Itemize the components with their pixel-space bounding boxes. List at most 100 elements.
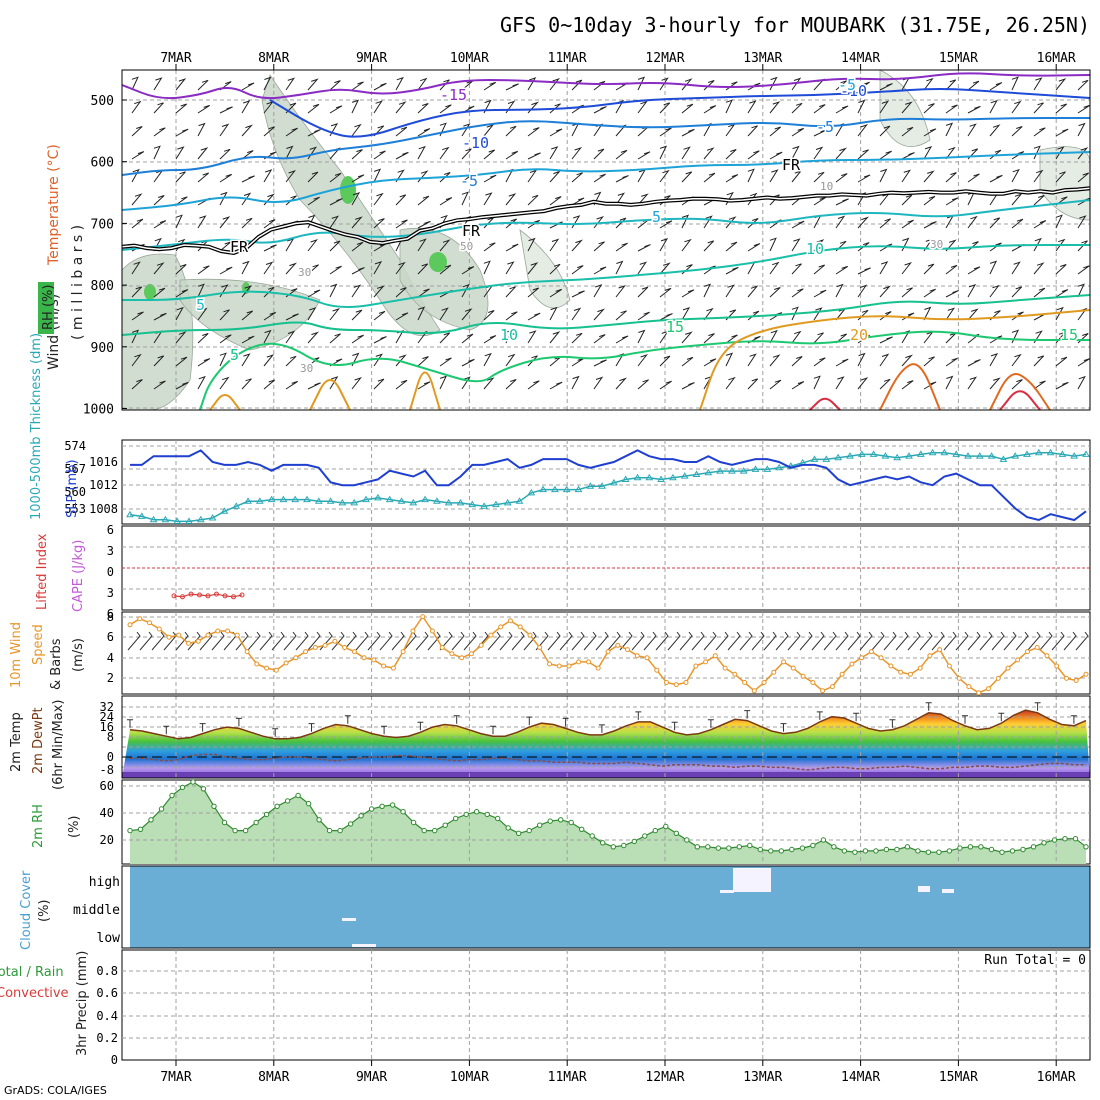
- contour-label: 30: [300, 362, 313, 375]
- date-label-top: 14MAR: [841, 51, 880, 66]
- wind-barb: [791, 77, 802, 91]
- thickness-marker: [468, 500, 477, 508]
- wind-speed-marker: [1005, 665, 1011, 671]
- wind-barb: [439, 375, 448, 390]
- wind-barb: [351, 284, 362, 298]
- rh-high-area: [429, 252, 447, 272]
- wind-barb: [901, 354, 914, 367]
- wind-barb: [703, 147, 715, 160]
- panel-cloud-cover: high middle low Cloud Cover (%): [19, 865, 1091, 950]
- wind-barb: [175, 264, 187, 275]
- wind-barb: [505, 329, 513, 344]
- cloud-clear-patch: [918, 886, 930, 892]
- y-tick-thickness: 560: [64, 485, 86, 499]
- wind-barb: [131, 193, 143, 206]
- rh-marker: [957, 845, 963, 851]
- y-label-2m-temp: 2m Temp: [9, 712, 24, 772]
- thickness-line: [129, 451, 1087, 523]
- wind-barb: [835, 376, 845, 390]
- wind-barb: [1011, 379, 1023, 390]
- wind-barb: [901, 169, 912, 183]
- wind-barb: [351, 99, 360, 114]
- wind-barb: [989, 377, 1001, 390]
- wind-barb: [373, 100, 383, 114]
- wind-barb-10m: [631, 631, 645, 651]
- wind-barb: [879, 150, 892, 160]
- wind-barb: [747, 100, 757, 114]
- wind-barb: [703, 240, 715, 252]
- wind-barb: [197, 307, 208, 321]
- wind-barb-10m: [139, 631, 153, 651]
- wind-barb: [593, 359, 607, 367]
- wind-barb: [571, 239, 584, 252]
- temperature-contour: [809, 397, 841, 411]
- wind-speed-marker: [400, 649, 406, 655]
- wind-barb: [307, 171, 319, 183]
- wind-barb: [659, 169, 670, 183]
- thickness-marker: [1011, 452, 1020, 459]
- wind-barb: [175, 146, 185, 160]
- y-tick-temp: 0: [107, 750, 114, 764]
- wind-barb: [307, 129, 321, 137]
- wind-barb-10m: [355, 631, 369, 651]
- wind-speed-marker: [420, 614, 426, 620]
- wind-barb: [725, 352, 734, 367]
- thickness-marker: [480, 502, 488, 509]
- rh-marker: [705, 844, 711, 850]
- wind-barb: [813, 104, 826, 114]
- minmax-bar: [707, 719, 714, 728]
- thickness-marker: [539, 485, 547, 493]
- wind-barb: [1077, 172, 1090, 183]
- wind-barb: [901, 287, 913, 298]
- rh-marker: [558, 817, 564, 823]
- wind-barb: [461, 123, 471, 137]
- thickness-marker: [409, 498, 418, 506]
- wind-barb: [769, 169, 779, 183]
- contour-label: 20: [850, 326, 868, 344]
- wind-barb: [175, 306, 184, 321]
- wind-barb: [329, 333, 341, 344]
- rh-high-area: [144, 284, 156, 300]
- rh-marker: [810, 842, 816, 849]
- rh-marker: [726, 845, 732, 851]
- wind-speed-marker: [1054, 663, 1060, 669]
- wind-barb: [1033, 77, 1043, 91]
- wind-barb: [527, 355, 538, 367]
- wind-barb: [527, 262, 539, 275]
- wind-barb: [747, 285, 759, 298]
- wind-barb: [1077, 79, 1089, 91]
- temperature-contour: [699, 309, 1091, 411]
- run-total: Run Total = 0: [984, 953, 1086, 968]
- y-tick-rh: 60: [100, 779, 114, 793]
- wind-barb: [131, 379, 143, 390]
- temperature-contour: [989, 373, 1051, 411]
- lifted-index-marker: [231, 594, 236, 600]
- wind-barb: [241, 175, 255, 183]
- wind-barb: [571, 79, 583, 91]
- rh-marker: [421, 827, 427, 834]
- wind-barb: [901, 219, 914, 229]
- wind-barb: [989, 124, 1001, 137]
- rh-marker: [284, 798, 291, 804]
- wind-barb: [175, 78, 187, 91]
- lifted-index-marker: [188, 591, 194, 597]
- wind-barb: [637, 244, 651, 252]
- wind-barb: [417, 356, 429, 367]
- wind-barb: [989, 310, 1001, 321]
- wind-barb: [1011, 151, 1025, 160]
- wind-speed-marker: [547, 661, 552, 667]
- wind-barb: [263, 76, 272, 91]
- thickness-marker: [149, 515, 158, 523]
- wind-barb: [703, 307, 714, 321]
- wind-barb: [747, 125, 758, 137]
- wind-barb: [945, 104, 958, 114]
- thickness-marker: [834, 453, 842, 461]
- wind-barb: [153, 220, 167, 229]
- wind-barb: [307, 196, 320, 206]
- wind-barb: [439, 357, 452, 367]
- lifted-index-marker: [171, 593, 177, 599]
- wind-speed-marker: [644, 655, 650, 661]
- wind-barb: [813, 357, 826, 367]
- y-tick-li: 6: [107, 523, 114, 537]
- rh-marker: [137, 826, 144, 832]
